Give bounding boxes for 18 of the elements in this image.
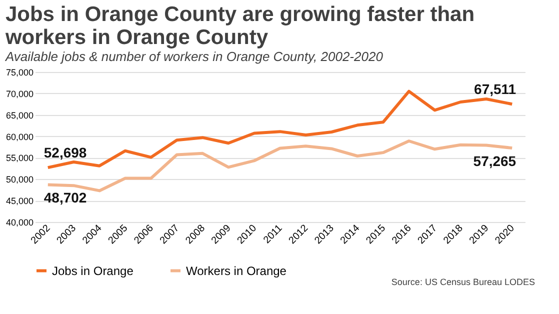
line-series: [46, 140, 514, 192]
y-tick-label: 75,000: [6, 68, 34, 78]
y-tick-label: 40,000: [6, 218, 34, 228]
data-label: 52,698: [44, 144, 87, 161]
data-label: 67,511: [474, 81, 516, 98]
chart-title: Jobs in Orange County are growing faster than workers in Orange County: [4, 3, 475, 49]
y-tick-label: 65,000: [6, 110, 34, 120]
legend-label: Workers in Orange: [186, 264, 287, 278]
y-tick-label: 50,000: [6, 174, 34, 185]
source-note: Source: US Census Bureau LODES: [391, 277, 535, 287]
y-tick-label: 45,000: [6, 196, 34, 206]
y-tick-label: 70,000: [6, 88, 34, 99]
chart-subtitle: Available jobs & number of workers in Orange County, 2002-2020: [4, 49, 384, 64]
data-label: 48,702: [44, 190, 87, 206]
y-tick-label: 55,000: [6, 153, 34, 164]
y-tick-label: 60,000: [6, 132, 34, 142]
data-label: 57,265: [473, 153, 516, 170]
legend-label: Jobs in Orange: [52, 264, 134, 278]
